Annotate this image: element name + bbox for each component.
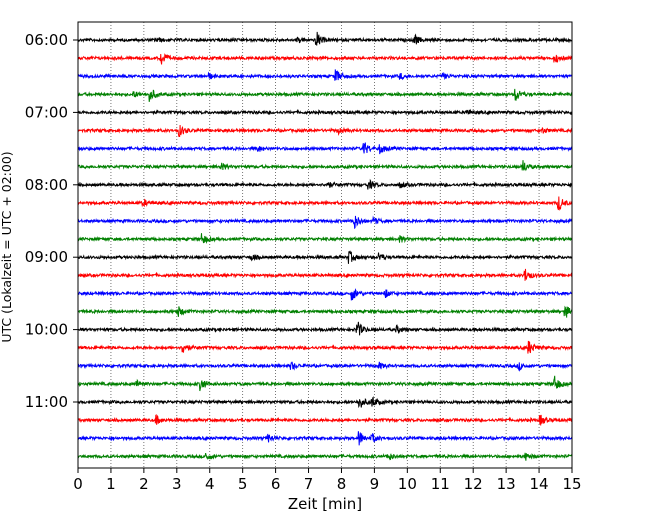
x-axis: 0 1 2 3 4 5 6 7 8 9 10 11 12 13 14 15	[73, 468, 582, 493]
trace-1100	[77, 396, 573, 409]
y-axis-label: UTC (Lokalzeit = UTC + 02:00)	[0, 151, 14, 342]
y-tick-label: 07:00	[25, 103, 68, 121]
trace-1000	[77, 321, 573, 336]
x-tick-label: 2	[139, 475, 149, 493]
trace-0630	[77, 69, 573, 81]
x-tick-label: 10	[398, 475, 417, 493]
x-tick-label: 0	[73, 475, 83, 493]
trace-1045	[77, 375, 573, 392]
x-tick-label: 3	[172, 475, 182, 493]
x-axis-label: Zeit [min]	[288, 495, 362, 513]
trace-0930	[77, 288, 573, 301]
trace-0615	[77, 53, 573, 65]
y-axis: 06:00 07:00 08:00 09:00 10:00 11:00	[25, 31, 78, 411]
y-tick-label: 11:00	[25, 393, 68, 411]
x-tick-label: 15	[562, 475, 581, 493]
trace-0900	[77, 250, 573, 264]
trace-0645	[77, 88, 573, 102]
x-tick-label: 6	[271, 475, 281, 493]
trace-0715	[77, 125, 573, 138]
trace-0845	[77, 233, 573, 245]
y-tick-label: 10:00	[25, 321, 68, 339]
trace-1030	[77, 361, 573, 372]
y-tick-label: 08:00	[25, 176, 68, 194]
trace-0945	[77, 305, 573, 318]
trace-1115	[77, 414, 573, 426]
trace-0730	[77, 142, 573, 155]
seismic-traces	[77, 31, 573, 461]
x-tick-label: 4	[205, 475, 215, 493]
x-tick-label: 14	[530, 475, 549, 493]
plot-frame	[77, 21, 573, 469]
trace-0915	[77, 268, 573, 281]
trace-0745	[77, 160, 573, 172]
trace-1015	[77, 340, 573, 354]
x-tick-label: 12	[464, 475, 483, 493]
x-tick-label: 9	[370, 475, 380, 493]
trace-1130	[77, 431, 573, 446]
trace-0600	[77, 31, 573, 46]
x-tick-label: 11	[431, 475, 450, 493]
y-tick-label: 09:00	[25, 248, 68, 266]
trace-0800	[77, 178, 573, 190]
x-tick-label: 8	[337, 475, 347, 493]
x-tick-label: 5	[238, 475, 248, 493]
trace-0815	[77, 196, 573, 212]
trace-0700	[77, 108, 573, 116]
y-tick-label: 06:00	[25, 31, 68, 49]
trace-1145	[77, 452, 573, 461]
x-tick-label: 7	[304, 475, 314, 493]
x-tick-label: 1	[106, 475, 116, 493]
x-tick-label: 13	[497, 475, 516, 493]
trace-0830	[77, 215, 573, 230]
